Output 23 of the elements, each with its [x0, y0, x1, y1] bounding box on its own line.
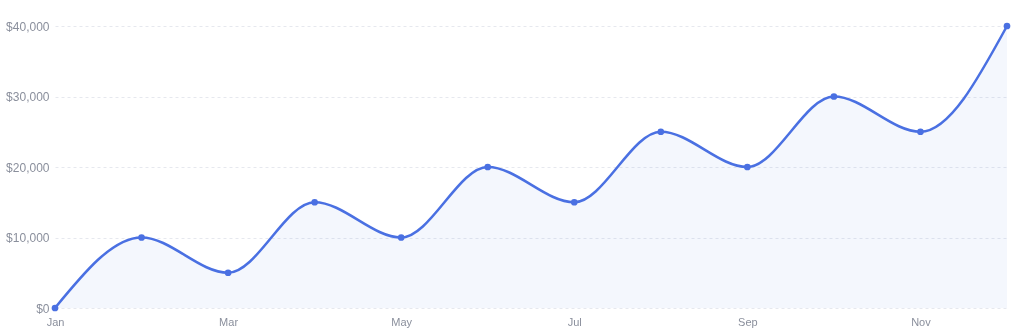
point [51, 304, 59, 312]
x-tick-label: Jan [46, 315, 65, 328]
point [138, 234, 145, 241]
point [917, 128, 924, 136]
x-tick-label: May [391, 315, 413, 328]
point [657, 128, 665, 136]
y-tick-label: $10,000 [6, 231, 50, 245]
y-tick-label: $40,000 [6, 19, 50, 34]
point [484, 163, 492, 171]
x-tick-label: Nov [911, 315, 932, 328]
point [397, 234, 405, 241]
point [1003, 22, 1011, 30]
y-tick-label: $30,000 [6, 90, 50, 104]
y-tick-label: $0 [36, 301, 50, 316]
point [830, 93, 838, 100]
point [570, 198, 578, 206]
y-tick-label: $20,000 [6, 160, 50, 175]
point [224, 269, 232, 277]
x-tick-label: Mar [219, 315, 239, 328]
point [311, 198, 318, 206]
x-tick-label: Sep [738, 315, 758, 328]
point [744, 163, 751, 171]
x-tick-label: Jul [567, 315, 582, 328]
